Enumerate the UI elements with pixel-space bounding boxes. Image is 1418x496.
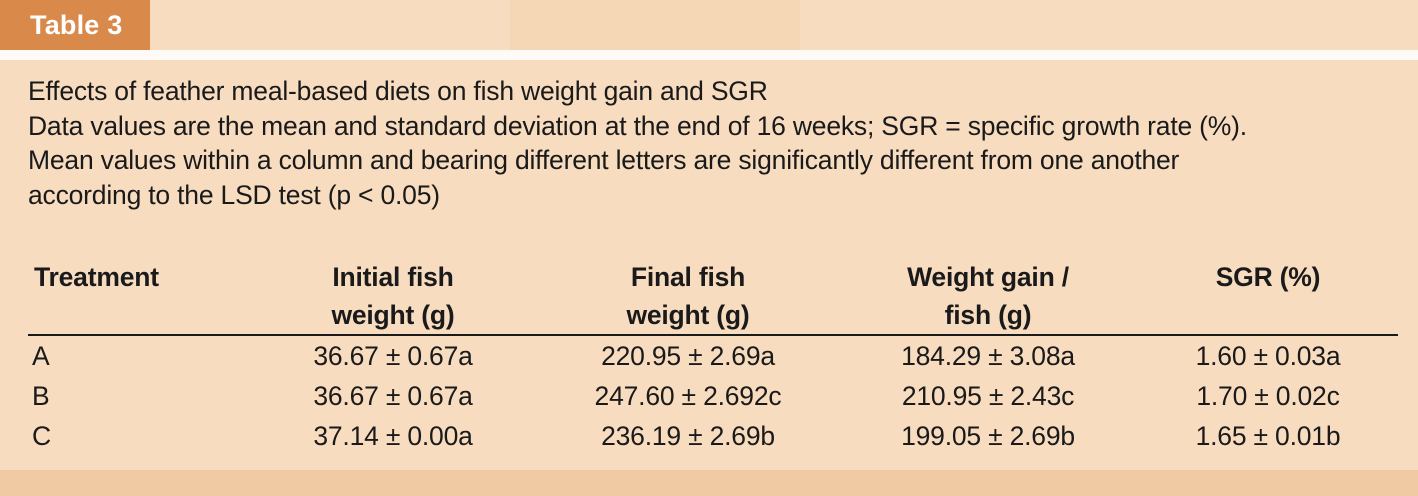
column-header-final-weight: Final fish weight (g) xyxy=(538,258,838,336)
cell-final-weight: 220.95 ± 2.69a xyxy=(601,341,775,371)
cell-weight-gain: 184.29 ± 3.08a xyxy=(901,341,1075,371)
table-row: B 36.67 ± 0.67a 247.60 ± 2.692c 210.95 ±… xyxy=(28,376,1398,416)
column-header-sgr: SGR (%) xyxy=(1138,258,1398,336)
cell-sgr: 1.60 ± 0.03a xyxy=(1195,341,1341,371)
table-caption: Effects of feather meal-based diets on f… xyxy=(28,74,1398,212)
footer-band xyxy=(0,470,1418,496)
caption-line: Mean values within a column and bearing … xyxy=(28,145,1180,175)
cell-sgr: 1.70 ± 0.02c xyxy=(1196,381,1340,411)
header-band-segment xyxy=(150,0,510,50)
cell-sgr: 1.65 ± 0.01b xyxy=(1195,421,1341,451)
caption-line: Data values are the mean and standard de… xyxy=(28,110,1247,141)
caption-title: Effects of feather meal-based diets on f… xyxy=(28,76,768,106)
header-divider xyxy=(0,50,1418,60)
table-label: Table 3 xyxy=(0,0,150,50)
table-header-row: Treatment Initial fish weight (g) Final f… xyxy=(28,258,1398,336)
header-band xyxy=(0,0,1418,50)
column-header-initial-weight: Initial fish weight (g) xyxy=(248,258,538,336)
cell-initial-weight: 36.67 ± 0.67a xyxy=(313,341,473,371)
cell-treatment: A xyxy=(32,341,50,371)
cell-initial-weight: 36.67 ± 0.67a xyxy=(313,381,473,411)
cell-initial-weight: 37.14 ± 0.00a xyxy=(313,421,473,451)
data-table: Treatment Initial fish weight (g) Final f… xyxy=(28,258,1398,456)
table-row: A 36.67 ± 0.67a 220.95 ± 2.69a 184.29 ± … xyxy=(28,335,1398,376)
cell-treatment: C xyxy=(32,421,51,451)
cell-treatment: B xyxy=(32,381,50,411)
cell-weight-gain: 210.95 ± 2.43c xyxy=(901,381,1075,411)
header-band-segment xyxy=(800,0,1418,50)
cell-final-weight: 236.19 ± 2.69b xyxy=(601,421,775,451)
table-row: C 37.14 ± 0.00a 236.19 ± 2.69b 199.05 ± … xyxy=(28,416,1398,456)
column-header-treatment: Treatment xyxy=(28,258,248,336)
cell-weight-gain: 199.05 ± 2.69b xyxy=(901,421,1075,451)
column-header-weight-gain: Weight gain / fish (g) xyxy=(838,258,1138,336)
cell-final-weight: 247.60 ± 2.692c xyxy=(594,381,782,411)
caption-line: according to the LSD test (p < 0.05) xyxy=(28,179,440,210)
